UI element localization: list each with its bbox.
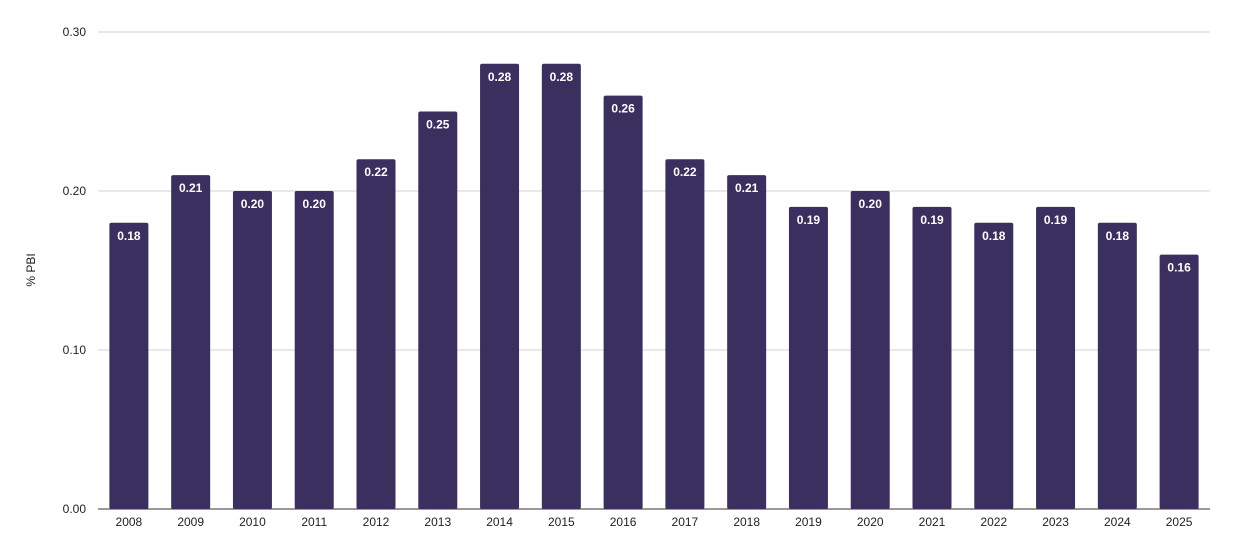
x-tick-label: 2009 xyxy=(177,515,204,529)
bar-2009[interactable] xyxy=(171,175,211,509)
data-label: 0.25 xyxy=(426,118,450,132)
x-axis-ticks: 2008 2009 2010 2011 2012 2013 2014 2015 2016 2017… xyxy=(116,515,1193,529)
bar-2021[interactable] xyxy=(912,206,952,509)
data-label: 0.20 xyxy=(859,197,883,211)
data-label: 0.19 xyxy=(920,213,944,227)
y-tick-label: 0.10 xyxy=(63,343,87,357)
data-label: 0.19 xyxy=(1044,213,1068,227)
x-tick-label: 2018 xyxy=(733,515,760,529)
data-label: 0.28 xyxy=(550,70,574,84)
bar-2022[interactable] xyxy=(974,222,1014,510)
x-tick-label: 2025 xyxy=(1166,515,1193,529)
data-label: 0.22 xyxy=(673,165,697,179)
data-label: 0.19 xyxy=(797,213,821,227)
x-tick-label: 2021 xyxy=(919,515,946,529)
x-tick-label: 2008 xyxy=(116,515,143,529)
y-tick-label: 0.00 xyxy=(63,502,87,516)
data-label: 0.18 xyxy=(982,229,1006,243)
y-axis-ticks: 0.00 0.10 0.20 0.30 xyxy=(63,25,87,516)
x-tick-label: 2024 xyxy=(1104,515,1131,529)
x-tick-label: 2010 xyxy=(239,515,266,529)
x-tick-label: 2015 xyxy=(548,515,575,529)
x-tick-label: 2017 xyxy=(672,515,699,529)
x-tick-label: 2022 xyxy=(980,515,1007,529)
y-tick-label: 0.20 xyxy=(63,184,87,198)
data-label: 0.21 xyxy=(179,181,203,195)
bar-2023[interactable] xyxy=(1036,206,1076,509)
bar-2017[interactable] xyxy=(665,159,705,509)
x-tick-label: 2014 xyxy=(486,515,513,529)
data-label: 0.18 xyxy=(117,229,141,243)
data-label: 0.21 xyxy=(735,181,759,195)
x-tick-label: 2020 xyxy=(857,515,884,529)
data-label: 0.22 xyxy=(364,165,388,179)
bar-2015[interactable] xyxy=(541,63,581,510)
data-labels-layer: 0.18 0.21 0.20 0.20 0.22 0.25 0.28 0.28 0.26 0.22… xyxy=(117,70,1191,275)
x-tick-label: 2012 xyxy=(363,515,390,529)
bar-2025[interactable] xyxy=(1159,254,1199,509)
grid-layer xyxy=(98,31,1210,510)
data-label: 0.20 xyxy=(241,197,265,211)
data-label: 0.18 xyxy=(1106,229,1130,243)
bars-layer xyxy=(109,63,1199,510)
bar-2016[interactable] xyxy=(603,95,643,509)
data-label: 0.16 xyxy=(1167,261,1191,275)
x-tick-label: 2023 xyxy=(1042,515,1069,529)
bar-2008[interactable] xyxy=(109,222,149,510)
bar-2013[interactable] xyxy=(418,111,458,510)
bar-2019[interactable] xyxy=(788,206,828,509)
y-axis-title: % PBI xyxy=(24,253,38,286)
bar-2011[interactable] xyxy=(294,191,334,509)
bar-2024[interactable] xyxy=(1097,222,1137,510)
bar-2018[interactable] xyxy=(727,175,767,509)
bar-2010[interactable] xyxy=(232,191,272,509)
bar-2020[interactable] xyxy=(850,191,890,509)
data-label: 0.26 xyxy=(611,102,635,116)
y-tick-label: 0.30 xyxy=(63,25,87,39)
data-label: 0.28 xyxy=(488,70,512,84)
data-label: 0.20 xyxy=(303,197,327,211)
x-tick-label: 2019 xyxy=(795,515,822,529)
x-tick-label: 2011 xyxy=(301,515,327,529)
x-tick-label: 2016 xyxy=(610,515,637,529)
bar-2014[interactable] xyxy=(480,63,520,510)
bar-2012[interactable] xyxy=(356,159,396,509)
x-tick-label: 2013 xyxy=(424,515,451,529)
